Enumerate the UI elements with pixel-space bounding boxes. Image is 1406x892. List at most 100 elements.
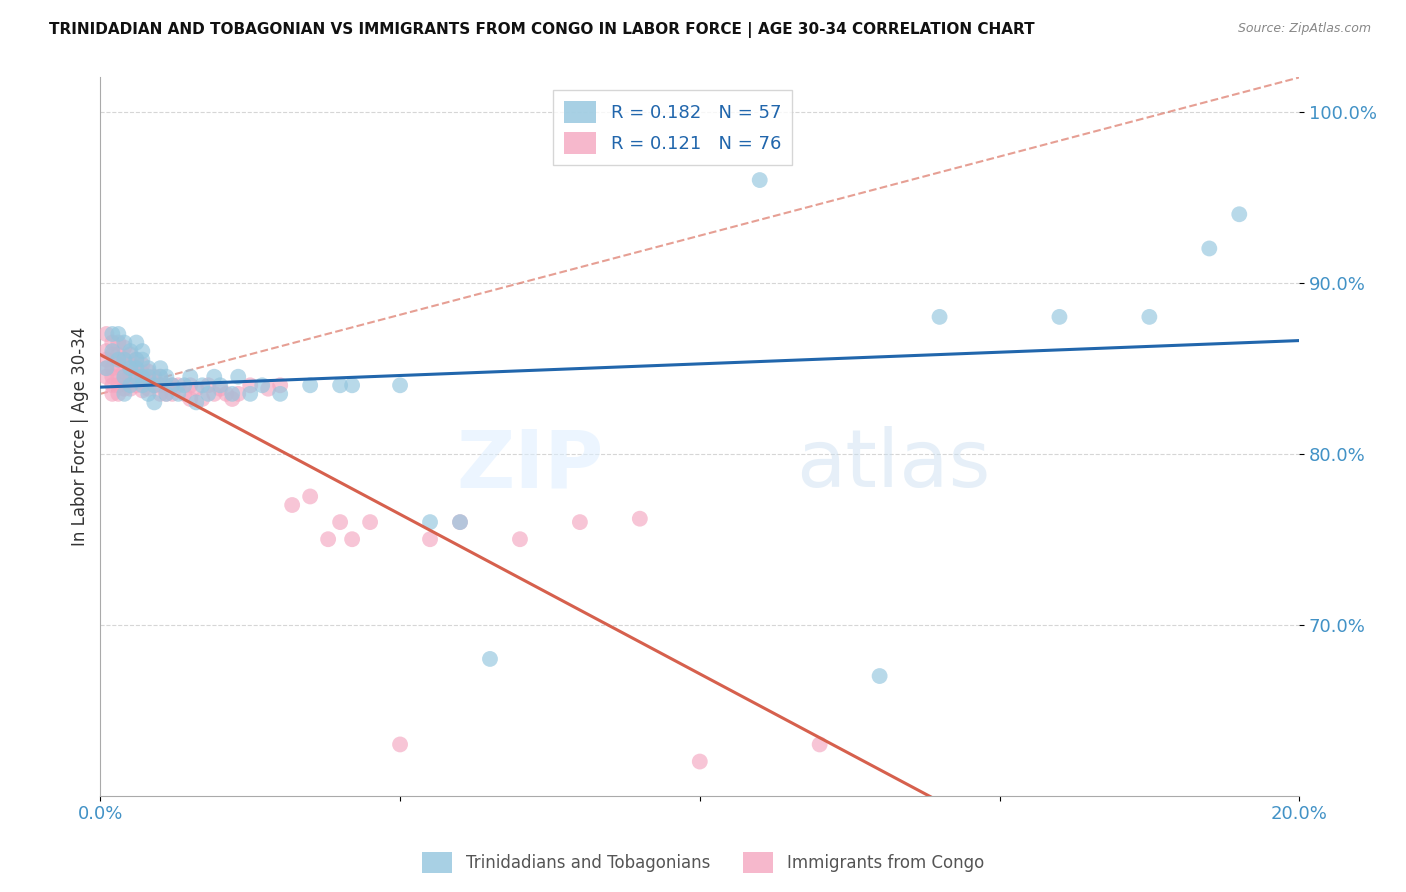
Point	[101, 378, 124, 392]
Point	[120, 367, 142, 381]
Point	[131, 352, 153, 367]
Point	[107, 347, 129, 361]
Legend: Trinidadians and Tobagonians, Immigrants from Congo: Trinidadians and Tobagonians, Immigrants…	[416, 846, 990, 880]
Point	[748, 173, 770, 187]
Point	[316, 533, 339, 547]
Point	[120, 347, 142, 361]
Point	[149, 378, 172, 392]
Point	[209, 378, 232, 392]
Point	[131, 375, 153, 389]
Point	[101, 335, 124, 350]
Point	[125, 378, 148, 392]
Point	[162, 378, 184, 392]
Point	[449, 515, 471, 529]
Point	[568, 515, 591, 529]
Point	[120, 378, 142, 392]
Point	[131, 384, 153, 398]
Point	[125, 335, 148, 350]
Point	[389, 738, 412, 752]
Point	[1137, 310, 1160, 324]
Point	[96, 369, 118, 384]
Point	[179, 378, 201, 392]
Point	[125, 361, 148, 376]
Point	[389, 378, 412, 392]
Point	[191, 378, 214, 392]
Point	[186, 395, 208, 409]
Point	[221, 392, 243, 406]
Point	[239, 378, 262, 392]
Point	[107, 352, 129, 367]
Point	[107, 378, 129, 392]
Point	[689, 755, 711, 769]
Point	[928, 310, 950, 324]
Point	[131, 367, 153, 381]
Point	[209, 382, 232, 396]
Point	[136, 387, 159, 401]
Point	[96, 361, 118, 376]
Point	[136, 369, 159, 384]
Point	[125, 361, 148, 376]
Point	[136, 373, 159, 387]
Point	[197, 387, 219, 401]
Point	[136, 382, 159, 396]
Point	[125, 369, 148, 384]
Point	[281, 498, 304, 512]
Point	[136, 365, 159, 379]
Text: ZIP: ZIP	[457, 426, 603, 504]
Point	[808, 738, 831, 752]
Point	[155, 378, 177, 392]
Point	[112, 352, 135, 367]
Point	[1227, 207, 1250, 221]
Text: Source: ZipAtlas.com: Source: ZipAtlas.com	[1237, 22, 1371, 36]
Point	[419, 533, 441, 547]
Point	[250, 378, 273, 392]
Point	[191, 392, 214, 406]
Point	[125, 369, 148, 384]
Point	[221, 387, 243, 401]
Point	[125, 352, 148, 367]
Point	[215, 387, 238, 401]
Point	[107, 387, 129, 401]
Point	[101, 347, 124, 361]
Point	[359, 515, 381, 529]
Point	[269, 387, 291, 401]
Y-axis label: In Labor Force | Age 30-34: In Labor Force | Age 30-34	[72, 327, 89, 546]
Point	[226, 369, 249, 384]
Point	[101, 361, 124, 376]
Point	[1198, 242, 1220, 256]
Point	[155, 387, 177, 401]
Point	[107, 358, 129, 372]
Legend: R = 0.182   N = 57, R = 0.121   N = 76: R = 0.182 N = 57, R = 0.121 N = 76	[553, 90, 792, 165]
Point	[107, 335, 129, 350]
Point	[149, 369, 172, 384]
Point	[107, 326, 129, 341]
Point	[120, 361, 142, 376]
Point	[155, 369, 177, 384]
Point	[162, 387, 184, 401]
Point	[179, 392, 201, 406]
Point	[329, 515, 352, 529]
Point	[112, 352, 135, 367]
Point	[143, 395, 166, 409]
Point	[173, 378, 195, 392]
Point	[96, 326, 118, 341]
Point	[186, 382, 208, 396]
Point	[162, 378, 184, 392]
Point	[149, 361, 172, 376]
Point	[226, 387, 249, 401]
Point	[167, 387, 190, 401]
Point	[143, 378, 166, 392]
Point	[112, 387, 135, 401]
Point	[112, 341, 135, 355]
Point	[131, 378, 153, 392]
Point	[112, 369, 135, 384]
Point	[131, 344, 153, 359]
Point	[131, 369, 153, 384]
Point	[120, 358, 142, 372]
Point	[107, 369, 129, 384]
Point	[101, 369, 124, 384]
Point	[449, 515, 471, 529]
Point	[1049, 310, 1071, 324]
Point	[869, 669, 891, 683]
Point	[197, 378, 219, 392]
